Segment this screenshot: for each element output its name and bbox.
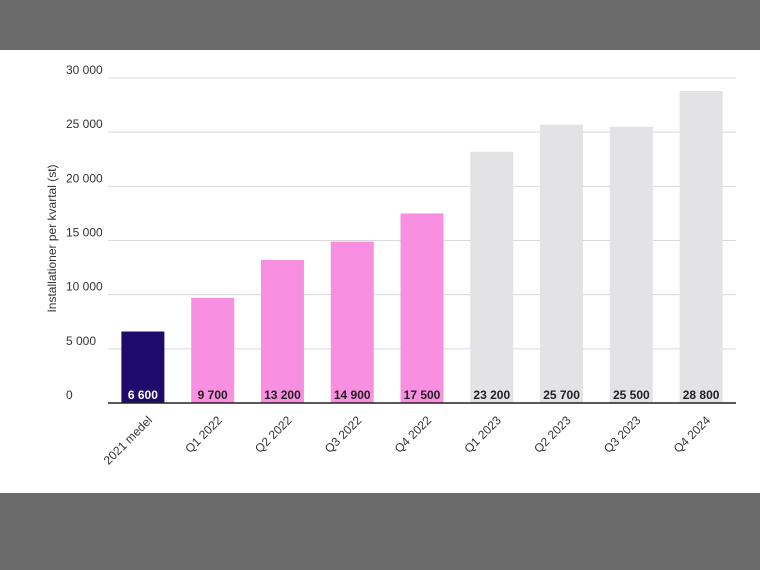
- y-tick-label: 5 000: [66, 334, 96, 348]
- x-axis-ticks: 2021 medel Q1 2022 Q2 2022 Q3 2022 Q4 2022 Q1…: [101, 413, 714, 467]
- y-tick-label: 25 000: [66, 117, 103, 131]
- x-tick-label: Q1 2023: [461, 413, 504, 456]
- bar-value-label: 25 500: [613, 388, 650, 402]
- x-tick-label: Q3 2022: [322, 413, 365, 456]
- bar-value-label: 25 700: [543, 388, 580, 402]
- bar: [330, 241, 374, 403]
- bar-value-label: 28 800: [683, 388, 720, 402]
- y-axis-label: Installationer per kvartal (st): [45, 164, 59, 312]
- x-tick-label: Q3 2023: [601, 413, 644, 456]
- bar-value-label: 14 900: [334, 388, 371, 402]
- bar: [609, 126, 653, 403]
- bar: [540, 124, 584, 403]
- bar-value-label: 13 200: [264, 388, 301, 402]
- value-labels: 6 600 9 700 13 200 14 900 17 500 23 200 25 700…: [128, 388, 720, 402]
- y-tick-label: 10 000: [66, 280, 103, 294]
- x-tick-label: 2021 medel: [101, 413, 155, 467]
- x-tick-label: Q1 2022: [182, 413, 225, 456]
- bar: [260, 260, 304, 403]
- bar: [470, 151, 514, 403]
- bars: [121, 91, 723, 403]
- x-tick-label: Q4 2022: [392, 413, 435, 456]
- bar-chart: 0 5 000 10 000 15 000 20 000 25 000 30 000 6 6…: [45, 63, 736, 467]
- bar-value-label: 17 500: [404, 388, 441, 402]
- y-tick-label: 20 000: [66, 171, 103, 185]
- x-tick-label: Q4 2024: [671, 413, 714, 456]
- bar-value-label: 9 700: [198, 388, 228, 402]
- bar-value-label: 6 600: [128, 388, 158, 402]
- y-tick-label: 30 000: [66, 63, 103, 77]
- bar: [191, 297, 235, 403]
- bar: [400, 213, 444, 403]
- bar: [679, 91, 723, 403]
- y-axis-ticks: 0 5 000 10 000 15 000 20 000 25 000 30 000: [66, 63, 103, 402]
- y-tick-label: 0: [66, 388, 73, 402]
- y-tick-label: 15 000: [66, 226, 103, 240]
- x-tick-label: Q2 2023: [531, 413, 574, 456]
- bar-value-label: 23 200: [473, 388, 510, 402]
- chart-area: 0 5 000 10 000 15 000 20 000 25 000 30 000 6 6…: [0, 50, 760, 493]
- bar: [121, 331, 165, 403]
- x-tick-label: Q2 2022: [252, 413, 295, 456]
